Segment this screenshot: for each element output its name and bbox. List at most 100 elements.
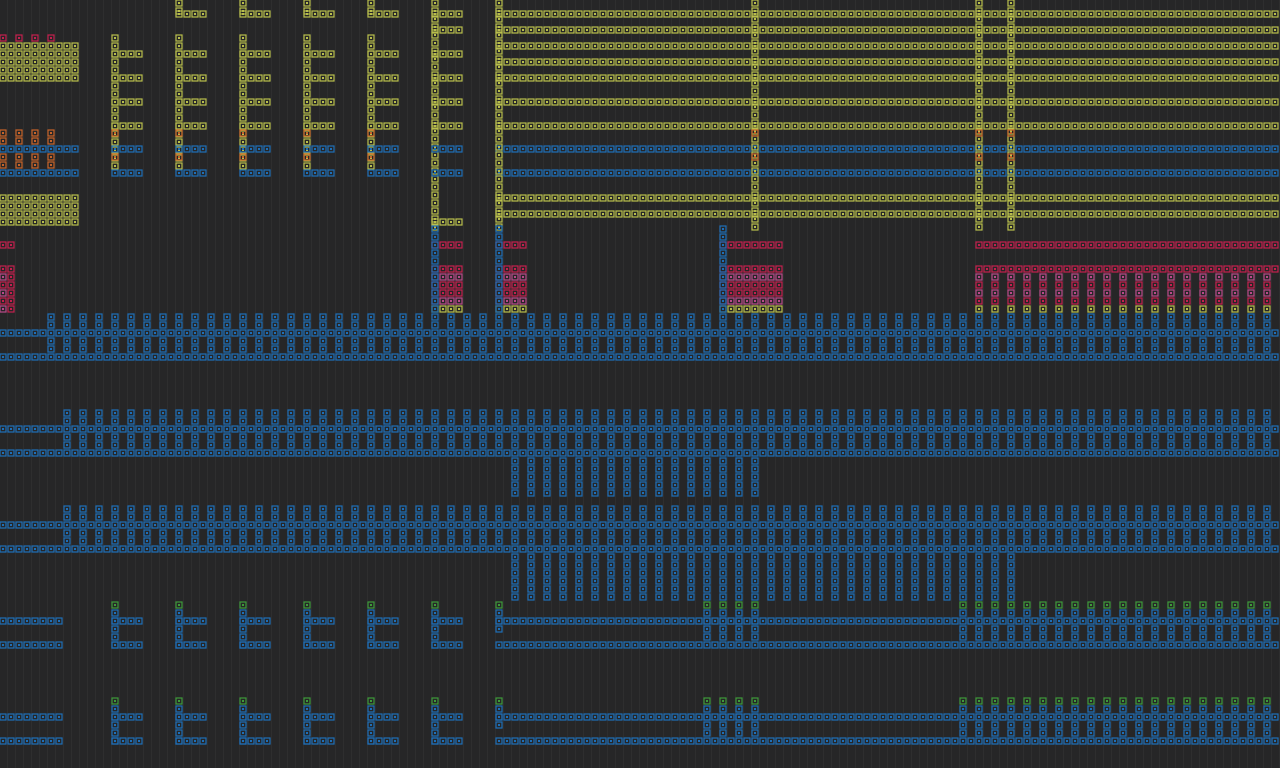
yellow-tile bbox=[23, 50, 31, 58]
tile-dot bbox=[626, 332, 628, 334]
yellow-tile bbox=[527, 122, 535, 130]
tile-dot bbox=[1106, 276, 1108, 278]
red-tile bbox=[743, 297, 751, 305]
tile-dot bbox=[146, 356, 148, 358]
red-tile bbox=[7, 265, 15, 273]
blue-tile bbox=[783, 145, 791, 153]
blue-tile bbox=[783, 353, 791, 361]
yellow-tile bbox=[543, 10, 551, 18]
tile-dot bbox=[698, 125, 700, 127]
tile-dot bbox=[50, 156, 52, 158]
red-tile bbox=[1247, 281, 1255, 289]
tile-dot bbox=[66, 53, 68, 55]
yellow-tile bbox=[1103, 42, 1111, 50]
yellow-tile bbox=[879, 58, 887, 66]
tile-dot bbox=[1026, 268, 1028, 270]
tile-dot bbox=[954, 356, 956, 358]
yellow-tile bbox=[127, 122, 135, 130]
red-tile bbox=[1239, 265, 1247, 273]
yellow-tile bbox=[1255, 42, 1263, 50]
tile-dot bbox=[978, 170, 980, 172]
tile-dot bbox=[858, 29, 860, 31]
tile-dot bbox=[1010, 308, 1012, 310]
tile-dot bbox=[1210, 356, 1212, 358]
yellow-tile bbox=[679, 10, 687, 18]
tile-dot bbox=[1274, 77, 1276, 79]
red-tile bbox=[1271, 265, 1279, 273]
yellow-tile bbox=[975, 215, 983, 223]
tile-dot bbox=[1010, 332, 1012, 334]
tile-dot bbox=[754, 98, 756, 100]
tile-dot bbox=[66, 356, 68, 358]
tile-dot bbox=[178, 109, 180, 111]
tile-dot bbox=[1170, 101, 1172, 103]
yellow-tile bbox=[631, 58, 639, 66]
yellow-tile bbox=[655, 194, 663, 202]
tile-dot bbox=[330, 101, 332, 103]
tile-dot bbox=[762, 125, 764, 127]
tile-dot bbox=[530, 148, 532, 150]
tile-dot bbox=[1234, 268, 1236, 270]
yellow-tile bbox=[975, 23, 983, 31]
tile-dot bbox=[962, 148, 964, 150]
tile-dot bbox=[1098, 45, 1100, 47]
orange-tile bbox=[31, 161, 39, 169]
blue-tile bbox=[271, 329, 279, 337]
tile-dot bbox=[738, 292, 740, 294]
tile-dot bbox=[434, 53, 436, 55]
tile-dot bbox=[1042, 300, 1044, 302]
blue-tile bbox=[255, 345, 263, 353]
tile-dot bbox=[498, 236, 500, 238]
tile-dot bbox=[626, 197, 628, 199]
tile-dot bbox=[1162, 125, 1164, 127]
red-tile bbox=[503, 281, 511, 289]
yellow-tile bbox=[751, 47, 759, 55]
tile-dot bbox=[154, 332, 156, 334]
yellow-tile bbox=[1151, 58, 1159, 66]
red-tile bbox=[1239, 241, 1247, 249]
red-tile bbox=[1199, 297, 1207, 305]
yellow-tile bbox=[303, 90, 311, 98]
blue-tile bbox=[735, 145, 743, 153]
yellow-tile bbox=[1087, 10, 1095, 18]
tile-dot bbox=[778, 172, 780, 174]
tile-dot bbox=[1050, 213, 1052, 215]
tile-dot bbox=[634, 125, 636, 127]
tile-dot bbox=[778, 284, 780, 286]
yellow-tile bbox=[247, 98, 255, 106]
yellow-tile bbox=[847, 42, 855, 50]
tile-dot bbox=[642, 148, 644, 150]
yellow-tile bbox=[1247, 122, 1255, 130]
blue-tile bbox=[503, 145, 511, 153]
tile-dot bbox=[458, 29, 460, 31]
tile-dot bbox=[306, 132, 308, 134]
yellow-tile bbox=[199, 74, 207, 82]
yellow-tile bbox=[759, 98, 767, 106]
yellow-tile bbox=[831, 74, 839, 82]
yellow-tile bbox=[583, 122, 591, 130]
tile-dot bbox=[434, 194, 436, 196]
tile-dot bbox=[306, 69, 308, 71]
yellow-tile bbox=[623, 122, 631, 130]
yellow-tile bbox=[175, 106, 183, 114]
yellow-tile bbox=[55, 74, 63, 82]
blue-tile bbox=[1207, 145, 1215, 153]
tile-dot bbox=[834, 101, 836, 103]
yellow-tile bbox=[23, 74, 31, 82]
yellow-tile bbox=[1095, 42, 1103, 50]
blue-tile bbox=[783, 345, 791, 353]
yellow-tile bbox=[903, 58, 911, 66]
tile-dot bbox=[970, 356, 972, 358]
red-tile bbox=[735, 297, 743, 305]
yellow-tile bbox=[911, 210, 919, 218]
tile-dot bbox=[1042, 332, 1044, 334]
yellow-tile bbox=[575, 122, 583, 130]
yellow-tile bbox=[111, 34, 119, 42]
yellow-tile bbox=[767, 210, 775, 218]
yellow-tile bbox=[663, 98, 671, 106]
yellow-tile bbox=[431, 31, 439, 39]
tile-dot bbox=[1106, 77, 1108, 79]
yellow-tile bbox=[975, 79, 983, 87]
tile-dot bbox=[922, 29, 924, 31]
tile-dot bbox=[546, 172, 548, 174]
